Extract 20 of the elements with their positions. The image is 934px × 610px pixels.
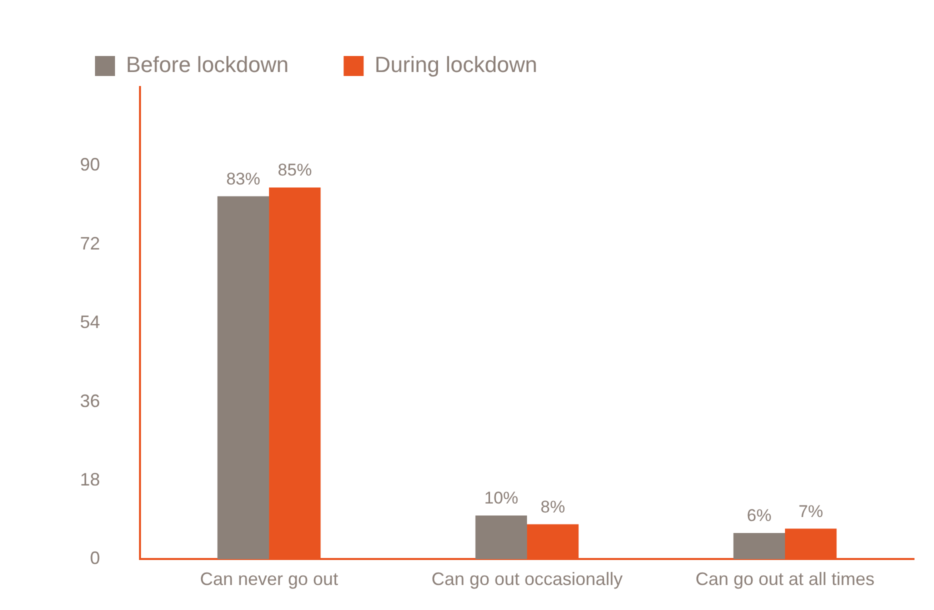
data-label: 7% bbox=[798, 502, 824, 521]
legend-label: Before lockdown bbox=[126, 52, 289, 78]
y-tick-label: 90 bbox=[80, 154, 100, 175]
data-label: 10% bbox=[484, 488, 518, 508]
y-tick-label: 72 bbox=[80, 233, 100, 254]
bar bbox=[217, 196, 270, 560]
y-tick-label: 18 bbox=[80, 469, 100, 490]
y-tick-label: 36 bbox=[80, 390, 100, 411]
bar bbox=[475, 515, 528, 560]
data-label: 85% bbox=[278, 160, 312, 180]
x-tick-label: Can go out at all times bbox=[695, 568, 875, 589]
data-label: 6% bbox=[746, 506, 772, 526]
x-tick-label: Can never go out bbox=[200, 568, 338, 589]
y-tick-label: 54 bbox=[80, 312, 100, 332]
bar bbox=[733, 532, 786, 560]
data-label: 8% bbox=[540, 497, 566, 516]
legend-label: During lockdown bbox=[374, 52, 538, 78]
y-tick-label: 0 bbox=[90, 548, 100, 568]
data-label: 83% bbox=[226, 169, 260, 188]
x-tick-label: Can go out occasionally bbox=[431, 568, 623, 589]
